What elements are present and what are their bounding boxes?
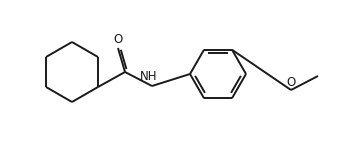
Text: O: O [113,33,122,45]
Text: O: O [286,75,296,89]
Text: NH: NH [140,70,158,82]
